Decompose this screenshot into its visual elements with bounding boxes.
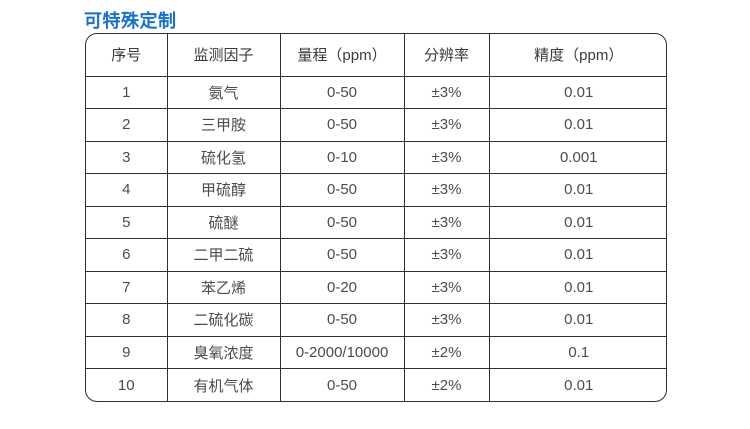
header-cell-range: 量程（ppm）: [280, 34, 405, 77]
table-cell: 0-50: [280, 108, 405, 142]
table-cell: ±3%: [404, 173, 490, 207]
header-cell-index: 序号: [86, 34, 168, 77]
table-cell: 0-50: [280, 238, 405, 272]
table-row: 2 三甲胺 0-50 ±3% 0.01: [86, 108, 666, 142]
table-header-row: 序号 监测因子 量程（ppm） 分辨率 精度（ppm）: [86, 34, 666, 77]
table-cell: 0.01: [489, 271, 666, 304]
table-cell: 氨气: [167, 76, 281, 109]
table-cell: 0.01: [564, 376, 594, 394]
table-cell: ±3%: [404, 206, 490, 239]
table-cell: 二硫化碳: [167, 303, 281, 337]
table-cell: 0-50: [280, 303, 405, 337]
table-cell: 臭氧浓度: [167, 336, 281, 369]
table-cell: 三甲胺: [167, 108, 281, 142]
table-cell: 0.01: [489, 303, 666, 337]
table-row: 4 甲硫醇 0-50 ±3% 0.01: [86, 173, 666, 207]
table-cell: 7: [86, 271, 168, 304]
table-cell: 0.01: [489, 108, 666, 142]
table-cell: 硫醚: [167, 206, 281, 239]
table-cell: 二甲二硫: [167, 238, 281, 272]
header-cell-resolution: 分辨率: [404, 34, 490, 77]
table-cell: ±3%: [404, 303, 490, 337]
table-cell: ±3%: [404, 271, 490, 304]
table-cell: 硫化氢: [167, 141, 281, 174]
table-cell: ±3%: [404, 76, 490, 109]
table-cell: 0.01: [489, 238, 666, 272]
table-cell: 0-50: [280, 173, 405, 207]
table-cell: 0-20: [280, 271, 405, 304]
table-row: 7 苯乙烯 0-20 ±3% 0.01: [86, 271, 666, 304]
table-row: 6 二甲二硫 0-50 ±3% 0.01: [86, 238, 666, 272]
table-row: 3 硫化氢 0-10 ±3% 0.001: [86, 141, 666, 174]
table-cell: 苯乙烯: [167, 271, 281, 304]
table-cell: 0-50: [280, 368, 405, 401]
table-row: 8 二硫化碳 0-50 ±3% 0.01: [86, 303, 666, 337]
page-title: 可特殊定制: [84, 11, 177, 31]
table-cell: ±2%: [404, 368, 490, 401]
table-cell: 0-50: [280, 76, 405, 109]
table-cell: 8: [86, 303, 168, 337]
table-cell: 0.01: [489, 76, 666, 109]
table-row: 9 臭氧浓度 0-2000/10000 ±2% 0.1: [86, 336, 666, 369]
table-cell: 甲硫醇: [167, 173, 281, 207]
table-cell: 0-10: [280, 141, 405, 174]
table-cell: 6: [86, 238, 168, 272]
table-cell: 5: [86, 206, 168, 239]
table-cell: ±3%: [404, 238, 490, 272]
table-cell: ±3%: [404, 108, 490, 142]
header-cell-factor: 监测因子: [167, 34, 281, 77]
table-body: 1 氨气 0-50 ±3% 0.01 2 三甲胺 0-50 ±3% 0.01 3 硫化氢 0-10 ±3%…: [86, 76, 666, 401]
table-row: 1 氨气 0-50 ±3% 0.01: [86, 76, 666, 109]
table-row: 5 硫醚 0-50 ±3% 0.01: [86, 206, 666, 239]
table-cell: 0-2000/10000: [280, 336, 405, 369]
table-cell: 9: [86, 336, 168, 369]
table-cell: 0.01: [489, 206, 666, 239]
table-cell: 3: [86, 141, 168, 174]
table-cell: ±2%: [404, 336, 490, 369]
table-cell: ±3%: [404, 141, 490, 174]
spec-table-container: 序号 监测因子 量程（ppm） 分辨率 精度（ppm） 1 氨气 0-50 ±3% 0.…: [85, 33, 667, 402]
spec-table: 序号 监测因子 量程（ppm） 分辨率 精度（ppm） 1 氨气 0-50 ±3% 0.…: [86, 34, 666, 401]
table-row: 10 有机气体 0-50 ±2% 0.01: [86, 368, 666, 401]
table-cell: 0.01: [489, 173, 666, 207]
table-cell: 0.001: [489, 141, 666, 174]
table-cell: 1: [86, 76, 168, 109]
table-cell: 0-50: [280, 206, 405, 239]
table-cell: 2: [86, 108, 168, 142]
table-cell: 10: [86, 368, 168, 401]
table-cell: 4: [86, 173, 168, 207]
table-cell: 0.1: [489, 336, 666, 369]
header-cell-precision: 精度（ppm）: [489, 34, 666, 77]
table-cell: 有机气体: [167, 368, 281, 401]
